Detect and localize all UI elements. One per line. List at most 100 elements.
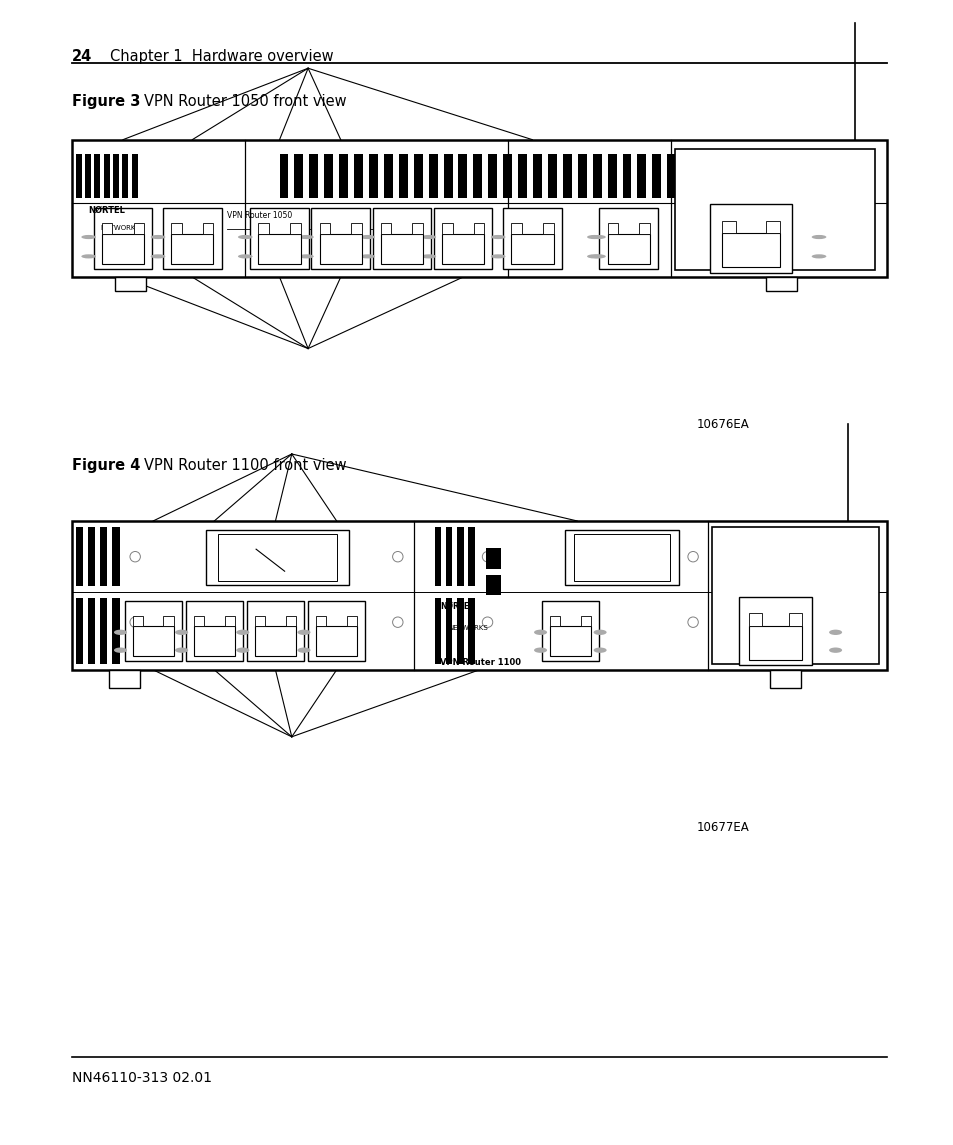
Bar [441,234,484,264]
Bar [639,223,649,234]
Bar [88,527,95,586]
Bar [607,223,618,234]
Text: 10676EA: 10676EA [696,418,748,431]
Bar [132,616,143,626]
Bar [741,153,750,198]
Bar [319,234,361,264]
Bar [398,153,407,198]
Bar [71,140,886,277]
Bar [224,616,234,626]
Ellipse shape [360,235,375,239]
Bar [171,234,213,264]
Text: NETWORKS: NETWORKS [100,224,140,231]
Ellipse shape [593,630,606,635]
Bar [434,208,492,269]
Bar [765,277,796,291]
Ellipse shape [421,235,436,239]
Bar [562,153,571,198]
Bar [542,223,553,234]
Bar [383,153,393,198]
Bar [193,626,234,656]
Ellipse shape [828,630,841,635]
Bar [286,616,295,626]
Ellipse shape [534,630,546,635]
Bar [94,153,100,198]
Bar [102,223,112,234]
Bar [607,234,649,264]
Bar [804,527,811,586]
Bar [308,601,365,661]
Ellipse shape [828,647,841,653]
Text: VPN Router 1100 front view: VPN Router 1100 front view [143,458,346,473]
Text: VPN Router 1050: VPN Router 1050 [226,211,292,220]
Bar [734,527,740,586]
Text: Figure 3: Figure 3 [71,94,140,109]
Bar [88,599,95,664]
Bar [748,625,801,660]
Bar [133,223,144,234]
Text: 10677EA: 10677EA [696,821,748,834]
Ellipse shape [113,647,127,653]
Bar [414,153,422,198]
Bar [85,153,91,198]
Bar [681,153,690,198]
Bar [206,530,349,585]
Bar [456,527,463,586]
Ellipse shape [811,235,825,239]
Bar [369,153,377,198]
Bar [485,575,500,595]
Bar [564,530,679,585]
Bar [745,599,752,664]
Bar [745,527,752,586]
Bar [765,221,780,234]
Bar [819,153,827,198]
Bar [75,599,83,664]
Text: NØRTEL: NØRTEL [439,601,474,610]
Bar [578,153,586,198]
Bar [771,527,778,586]
Bar [311,208,370,269]
Bar [666,153,676,198]
Bar [347,616,356,626]
Bar [412,223,422,234]
Bar [372,208,431,269]
Bar [793,527,800,586]
Bar [102,234,144,264]
Bar [580,616,591,626]
Ellipse shape [591,235,605,239]
Ellipse shape [237,235,253,239]
Bar [721,221,736,234]
Bar [711,153,720,198]
Bar [803,153,812,198]
Ellipse shape [297,647,311,653]
Ellipse shape [151,235,165,239]
Bar [772,153,781,198]
Bar [734,599,740,664]
Ellipse shape [360,254,375,259]
Bar [324,153,333,198]
Bar [473,153,482,198]
Bar [622,153,631,198]
Ellipse shape [534,647,546,653]
Ellipse shape [236,647,249,653]
Bar [598,208,658,269]
Ellipse shape [297,630,311,635]
Text: NØRTEL: NØRTEL [88,206,125,214]
Bar [488,153,497,198]
Text: 24: 24 [71,49,91,64]
Bar [473,223,484,234]
Bar [550,616,559,626]
Bar [697,153,705,198]
Bar [443,153,452,198]
Bar [163,208,221,269]
Bar [254,626,295,656]
Bar [254,616,265,626]
Bar [163,616,173,626]
Bar [193,616,204,626]
Bar [294,153,303,198]
Bar [100,527,108,586]
Ellipse shape [593,647,606,653]
Bar [793,599,800,664]
Bar [250,208,309,269]
Bar [122,153,128,198]
